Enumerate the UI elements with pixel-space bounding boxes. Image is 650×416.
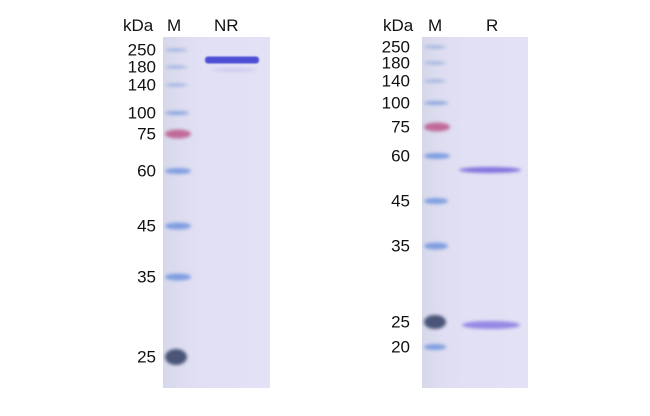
mw-label: 20 xyxy=(391,337,410,357)
sample-lane-label: R xyxy=(486,16,499,35)
sample-band-light-chain xyxy=(462,321,520,329)
marker-band xyxy=(165,83,187,87)
mw-label: 140 xyxy=(127,75,156,95)
marker-lane-label: M xyxy=(167,16,182,35)
marker-band xyxy=(165,129,191,139)
mw-label: 250 xyxy=(127,40,156,60)
mw-label: 35 xyxy=(137,267,156,287)
mw-label: 250 xyxy=(381,37,410,57)
mw-label: 75 xyxy=(391,117,410,137)
marker-band xyxy=(165,168,191,174)
mw-label: 180 xyxy=(381,53,410,73)
mw-label: 75 xyxy=(137,124,156,144)
mw-label: 35 xyxy=(391,236,410,256)
unit-label: kDa xyxy=(123,16,154,35)
marker-band xyxy=(424,315,446,329)
mw-label: 25 xyxy=(391,312,410,332)
marker-lane-label: M xyxy=(428,16,443,35)
marker-band xyxy=(424,101,448,105)
mw-label: 25 xyxy=(137,347,156,367)
marker-band xyxy=(424,79,446,83)
faint-band xyxy=(212,68,256,72)
marker-band xyxy=(424,45,446,49)
marker-band xyxy=(165,48,187,52)
mw-label: 100 xyxy=(381,93,410,113)
marker-band xyxy=(165,65,187,69)
sample-band xyxy=(205,56,259,64)
gel-image xyxy=(163,37,270,388)
marker-band xyxy=(165,222,191,230)
mw-label: 100 xyxy=(127,103,156,123)
marker-band xyxy=(424,153,450,159)
marker-band xyxy=(424,198,448,204)
marker-band xyxy=(424,122,450,132)
marker-band xyxy=(165,111,189,115)
gel-image xyxy=(422,37,528,388)
marker-band xyxy=(424,61,446,65)
mw-label: 60 xyxy=(137,161,156,181)
mw-label: 180 xyxy=(127,57,156,77)
marker-band xyxy=(424,242,448,250)
mw-label: 60 xyxy=(391,146,410,166)
mw-label: 45 xyxy=(391,191,410,211)
marker-band xyxy=(165,349,187,365)
mw-label: 140 xyxy=(381,71,410,91)
unit-label: kDa xyxy=(383,16,414,35)
marker-band xyxy=(165,273,191,281)
sample-band-heavy-chain xyxy=(459,167,521,173)
sample-lane-label: NR xyxy=(214,16,239,35)
mw-label: 45 xyxy=(137,216,156,236)
marker-band xyxy=(424,344,446,350)
